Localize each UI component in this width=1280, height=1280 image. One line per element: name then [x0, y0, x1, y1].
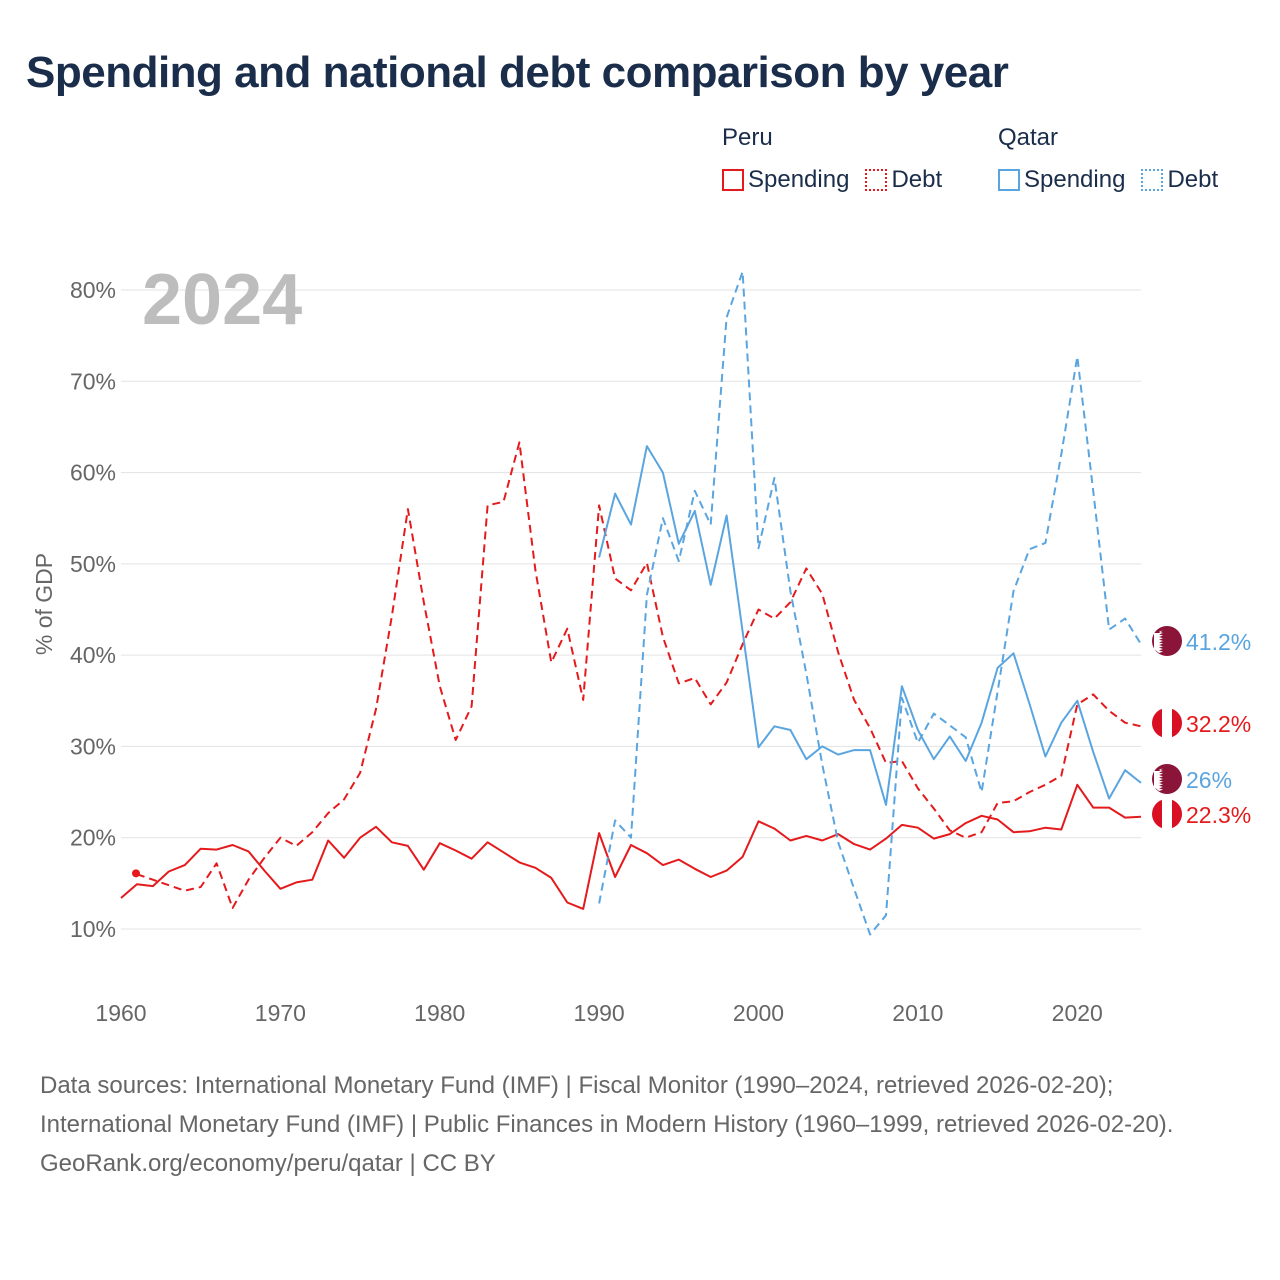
gridlines: [121, 289, 1141, 930]
legend-swatch-solid: [722, 169, 744, 191]
legend-group-label: Qatar: [998, 124, 1059, 151]
x-tick-label: 2000: [733, 1000, 784, 1026]
qatar-flag-icon: [1152, 626, 1182, 656]
y-tick-label: 50%: [70, 551, 116, 577]
series-end-markers: 22.3% 32.2% 26% 41.2%: [1152, 626, 1251, 829]
peru-flag-icon: [1152, 708, 1182, 738]
x-tick-label: 1960: [95, 1000, 146, 1026]
y-tick-label: 70%: [70, 368, 116, 394]
qatar-debt-line: [598, 270, 1142, 936]
qatar-debt-end-label: 41.2%: [1186, 629, 1251, 655]
legend-item-label: Debt: [891, 166, 943, 193]
legend-swatch-solid: [998, 169, 1020, 191]
legend-item-label: Spending: [748, 166, 850, 193]
legend-swatch-dotted: [865, 169, 888, 191]
y-axis-ticks: 10% 20% 30% 40% 50% 60% 70% 80%: [70, 277, 116, 942]
y-tick-label: 20%: [70, 825, 116, 851]
y-tick-label: 40%: [70, 642, 116, 668]
x-tick-label: 1970: [255, 1000, 306, 1026]
peru-spending-start-dot: [132, 869, 140, 878]
legend-item-label: Spending: [1024, 166, 1126, 193]
qatar-flag-icon: [1152, 764, 1182, 794]
peru-spending-end-label: 22.3%: [1186, 802, 1251, 828]
chart-title: Spending and national debt comparison by…: [26, 48, 1009, 97]
peru-debt-end-label: 32.2%: [1186, 711, 1251, 737]
legend-item-qatar-spending[interactable]: Spending: [998, 166, 1125, 194]
peru-spending-line: [120, 783, 1142, 910]
year-watermark: 2024: [142, 260, 302, 340]
y-tick-label: 30%: [70, 733, 116, 759]
legend-group-peru: Peru Spending Debt: [722, 124, 942, 194]
peru-flag-icon: [1152, 799, 1182, 829]
data-sources: Data sources: International Monetary Fun…: [40, 1072, 1174, 1138]
legend-item-label: Debt: [1167, 166, 1219, 193]
legend-item-qatar-debt[interactable]: Debt: [1141, 166, 1218, 194]
footer: Data sources: International Monetary Fun…: [40, 1066, 1240, 1183]
series-lines: [120, 270, 1142, 936]
qatar-spending-line: [598, 445, 1142, 806]
y-axis-label: % of GDP: [31, 553, 57, 655]
legend-group-label: Peru: [722, 124, 773, 151]
qatar-spending-end-label: 26%: [1186, 767, 1232, 793]
y-tick-label: 10%: [70, 916, 116, 942]
legend-group-qatar: Qatar Spending Debt: [998, 124, 1218, 194]
legend-item-peru-spending[interactable]: Spending: [722, 166, 849, 194]
credit-line[interactable]: GeoRank.org/economy/peru/qatar | CC BY: [40, 1150, 496, 1177]
legend-swatch-dotted: [1141, 169, 1164, 191]
y-tick-label: 60%: [70, 460, 116, 486]
x-tick-label: 1990: [574, 1000, 625, 1026]
line-chart: 10% 20% 30% 40% 50% 60% 70% 80% 1960 1970 1980 199…: [31, 260, 1251, 1026]
x-tick-label: 2010: [892, 1000, 943, 1026]
x-tick-label: 2020: [1052, 1000, 1103, 1026]
legend-item-peru-debt[interactable]: Debt: [865, 166, 942, 194]
x-tick-label: 1980: [414, 1000, 465, 1026]
peru-debt-line: [136, 441, 1142, 909]
y-tick-label: 80%: [70, 277, 116, 303]
x-axis-ticks: 1960 1970 1980 1990 2000 2010 2020: [95, 1000, 1102, 1026]
